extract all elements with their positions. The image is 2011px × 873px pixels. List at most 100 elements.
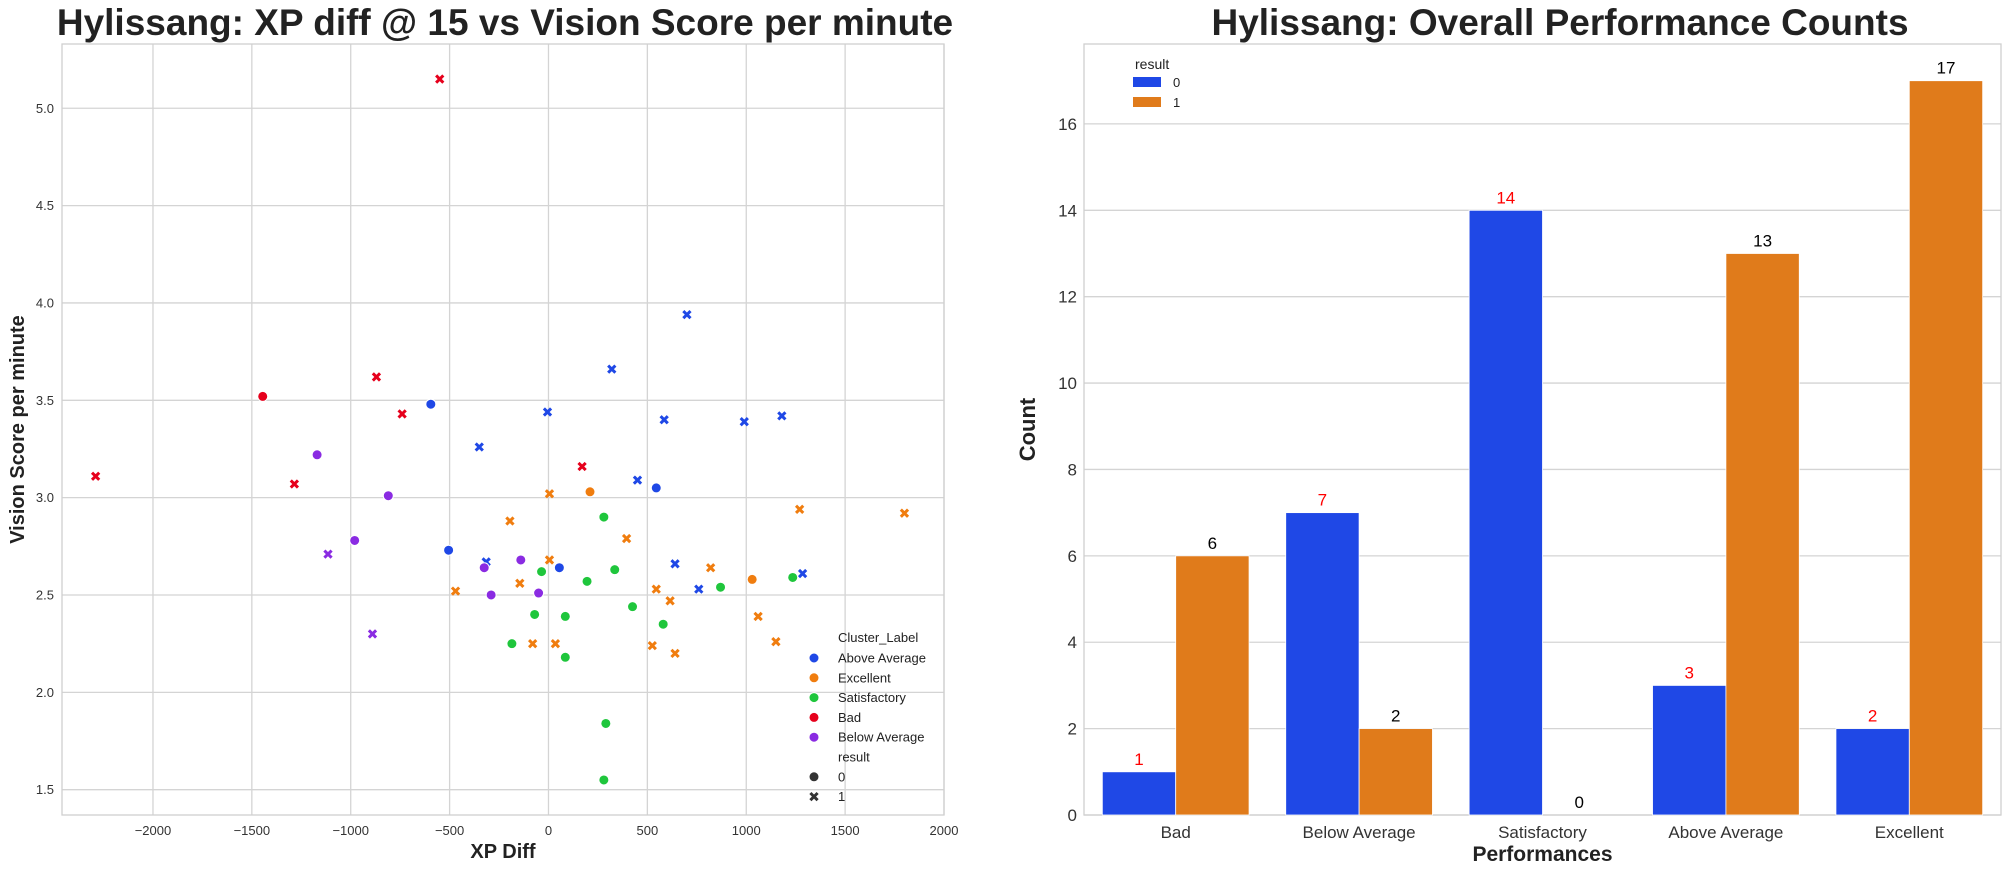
- scatter-point: [435, 74, 445, 84]
- scatter-point: [367, 629, 378, 639]
- scatter-point: [694, 584, 704, 594]
- bar-value-label: 0: [1574, 793, 1583, 812]
- legend-title: result: [1135, 56, 1169, 72]
- scatter-point: [771, 637, 781, 647]
- bar: [1101, 771, 1177, 816]
- bar-value-label: 17: [1937, 59, 1956, 78]
- x-tick-label: −2000: [135, 823, 172, 838]
- y-tick-label: 1.5: [36, 782, 54, 797]
- bar-value-label: 6: [1208, 534, 1217, 553]
- x-axis-label: XP Diff: [470, 841, 536, 863]
- bar-value-label: 14: [1496, 188, 1515, 207]
- scatter-point: [349, 534, 361, 546]
- scatter-point: [515, 578, 525, 588]
- scatter-point: [670, 648, 680, 659]
- scatter-point: [777, 411, 787, 421]
- scatter-point: [529, 608, 541, 620]
- x-tick-label: Excellent: [1875, 823, 1944, 842]
- plot-frame: [61, 43, 945, 816]
- y-tick-label: 2.0: [36, 685, 54, 700]
- bar-value-label: 2: [1868, 707, 1877, 726]
- scatter-point: [311, 449, 323, 461]
- scatter-point: [607, 364, 617, 374]
- scatter-chart-title: Hylissang: XP diff @ 15 vs Vision Score …: [56, 2, 954, 43]
- y-tick-label: 4.5: [36, 198, 54, 213]
- legend-marker: [808, 731, 820, 743]
- y-tick-label: 5.0: [36, 101, 54, 116]
- scatter-point: [289, 479, 300, 489]
- scatter-point: [650, 482, 662, 494]
- scatter-point: [670, 559, 680, 569]
- legend-marker: [808, 771, 820, 783]
- legend-label: 0: [838, 769, 845, 784]
- scatter-point: [450, 586, 461, 596]
- scatter-point: [627, 601, 639, 613]
- legend-swatch: [1133, 97, 1161, 107]
- y-tick-label: 12: [1058, 288, 1077, 307]
- x-axis-label: Performances: [1472, 843, 1612, 866]
- scatter-point: [443, 544, 455, 556]
- scatter-point: [257, 390, 269, 402]
- scatter-point: [797, 568, 808, 579]
- scatter-point: [739, 417, 749, 427]
- bar-chart-title: Hylissang: Overall Performance Counts: [1211, 2, 1909, 43]
- y-tick-label: 3.5: [36, 393, 54, 408]
- x-tick-label: Bad: [1161, 823, 1191, 842]
- legend-label: Above Average: [838, 651, 926, 666]
- y-tick-label: 2: [1068, 720, 1077, 739]
- legend-marker: [809, 791, 819, 802]
- bar-value-label: 3: [1684, 663, 1693, 682]
- bar-value-label: 1: [1134, 750, 1143, 769]
- bar: [1358, 728, 1433, 816]
- bar-value-label: 13: [1753, 231, 1772, 250]
- y-tick-label: 2.5: [36, 587, 54, 602]
- x-tick-label: −500: [435, 823, 464, 838]
- scatter-point: [659, 415, 669, 425]
- bar-legend: result 0 1: [1133, 56, 1180, 110]
- legend-label: Excellent: [838, 670, 891, 685]
- x-tick-label: Below Average: [1303, 823, 1416, 842]
- scatter-point: [371, 372, 382, 382]
- legend-marker: [808, 692, 820, 704]
- scatter-point: [553, 562, 565, 574]
- bar-value-label: 2: [1391, 707, 1400, 726]
- y-tick-label: 14: [1058, 201, 1077, 220]
- x-tick-label: 2000: [930, 823, 959, 838]
- x-tick-label: Satisfactory: [1498, 823, 1587, 842]
- scatter-point: [621, 533, 632, 544]
- bar-value-label: 7: [1318, 491, 1327, 510]
- bar: [1175, 555, 1250, 816]
- scatter-point: [598, 511, 610, 523]
- scatter-point: [746, 573, 758, 585]
- scatter-point: [753, 611, 763, 622]
- legend-title: Cluster_Label: [838, 630, 918, 645]
- scatter-point: [90, 471, 101, 481]
- x-tick-label: Above Average: [1668, 823, 1783, 842]
- legend-marker: [808, 672, 820, 684]
- y-tick-label: 10: [1058, 374, 1077, 393]
- bar: [1908, 80, 1984, 816]
- x-tick-label: 0: [545, 823, 552, 838]
- scatter-point: [528, 639, 538, 649]
- scatter-point: [474, 442, 484, 452]
- y-tick-label: 16: [1058, 115, 1077, 134]
- scatter-point: [794, 504, 805, 514]
- scatter-point: [899, 508, 910, 518]
- scatter-point: [651, 584, 661, 594]
- bar: [1725, 253, 1800, 816]
- scatter-point: [705, 563, 716, 573]
- legend-marker: [808, 652, 820, 664]
- x-tick-label: −1500: [234, 823, 271, 838]
- scatter-point: [715, 581, 727, 593]
- scatter-point: [533, 587, 545, 599]
- scatter-point: [506, 638, 518, 650]
- scatter-point: [485, 589, 497, 601]
- scatter-point: [542, 407, 553, 417]
- bar: [1652, 685, 1727, 816]
- legend-label: Below Average: [838, 730, 925, 745]
- scatter-point: [505, 516, 515, 526]
- scatter-point: [544, 489, 555, 499]
- scatter-point: [609, 564, 621, 576]
